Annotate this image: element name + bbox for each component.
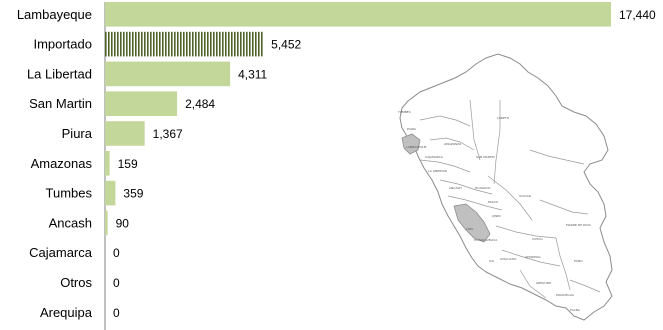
- bar-importado: [105, 31, 264, 57]
- category-label: Amazonas: [31, 156, 93, 171]
- bar-lambayeque: [105, 2, 611, 27]
- svg-text:PASCO: PASCO: [488, 200, 499, 204]
- svg-text:PUNO: PUNO: [574, 259, 583, 263]
- peru-outline: [399, 53, 613, 321]
- svg-text:LORETO: LORETO: [497, 116, 510, 120]
- svg-text:HUANCAVELICA: HUANCAVELICA: [474, 238, 498, 242]
- bar-amazonas: [105, 151, 110, 176]
- value-label: 0: [113, 306, 120, 320]
- svg-text:CUSCO: CUSCO: [532, 237, 543, 241]
- svg-text:ICA: ICA: [489, 259, 495, 263]
- svg-text:AREQUIPA: AREQUIPA: [536, 281, 552, 285]
- value-label: 359: [123, 187, 143, 201]
- bar-tumbes: [105, 180, 116, 206]
- lima-region: [453, 203, 491, 243]
- svg-text:JUNIN: JUNIN: [491, 214, 500, 218]
- value-label: 90: [116, 216, 130, 230]
- category-label: Lambayeque: [17, 7, 92, 22]
- lambayeque-region: [401, 133, 421, 155]
- map-region-borders: [419, 99, 601, 299]
- category-label: Arequipa: [40, 305, 93, 320]
- svg-text:PIURA: PIURA: [407, 127, 417, 131]
- svg-text:MOQUEGUA: MOQUEGUA: [556, 293, 575, 297]
- value-label: 4,311: [238, 67, 267, 81]
- value-label: 17,440: [619, 8, 656, 22]
- svg-text:LA LIBERTAD: LA LIBERTAD: [428, 169, 448, 173]
- value-label: 0: [113, 246, 120, 260]
- svg-text:AYACUCHO: AYACUCHO: [500, 257, 517, 261]
- map-region-labels: TUMBES PIURA LAMBAYEQUE CAJAMARCA AMAZON…: [397, 110, 591, 312]
- svg-text:HUANUCO: HUANUCO: [475, 186, 491, 190]
- bars-layer: Lambayeque 17,440 Importado 5,452 La Liberta…: [17, 2, 656, 320]
- svg-text:APURIMAC: APURIMAC: [525, 255, 541, 259]
- svg-text:MADRE DE DIOS: MADRE DE DIOS: [566, 223, 591, 227]
- bar-ancash: [105, 210, 108, 236]
- svg-text:SAN MARTIN: SAN MARTIN: [476, 155, 495, 159]
- peru-map-illustration: TUMBES PIURA LAMBAYEQUE CAJAMARCA AMAZON…: [397, 53, 613, 321]
- bar-piura: [105, 121, 145, 146]
- svg-text:AMAZONAS: AMAZONAS: [444, 142, 461, 146]
- value-label: 2,484: [185, 97, 215, 111]
- value-label: 0: [113, 276, 120, 290]
- category-label: La Libertad: [27, 66, 92, 81]
- bar-san-martin: [105, 91, 178, 116]
- bar-la-libertad: [105, 61, 231, 87]
- svg-text:CAJAMARCA: CAJAMARCA: [425, 155, 444, 159]
- value-label: 5,452: [271, 38, 301, 52]
- svg-text:ANCASH: ANCASH: [449, 186, 462, 190]
- category-label: Tumbes: [46, 186, 93, 201]
- value-label: 1,367: [153, 127, 183, 141]
- category-label: Cajamarca: [29, 245, 93, 260]
- value-label: 159: [118, 157, 138, 171]
- category-label: Ancash: [49, 215, 92, 230]
- svg-text:LAMBAYEQUE: LAMBAYEQUE: [406, 145, 427, 149]
- category-label: Otros: [60, 275, 92, 290]
- svg-text:TACNA: TACNA: [569, 308, 581, 312]
- category-label: Importado: [33, 37, 92, 52]
- svg-text:TUMBES: TUMBES: [397, 110, 411, 114]
- category-label: Piura: [62, 126, 93, 141]
- svg-text:UCAYALI: UCAYALI: [519, 194, 531, 198]
- svg-text:LIMA: LIMA: [466, 227, 474, 231]
- category-label: San Martin: [29, 96, 92, 111]
